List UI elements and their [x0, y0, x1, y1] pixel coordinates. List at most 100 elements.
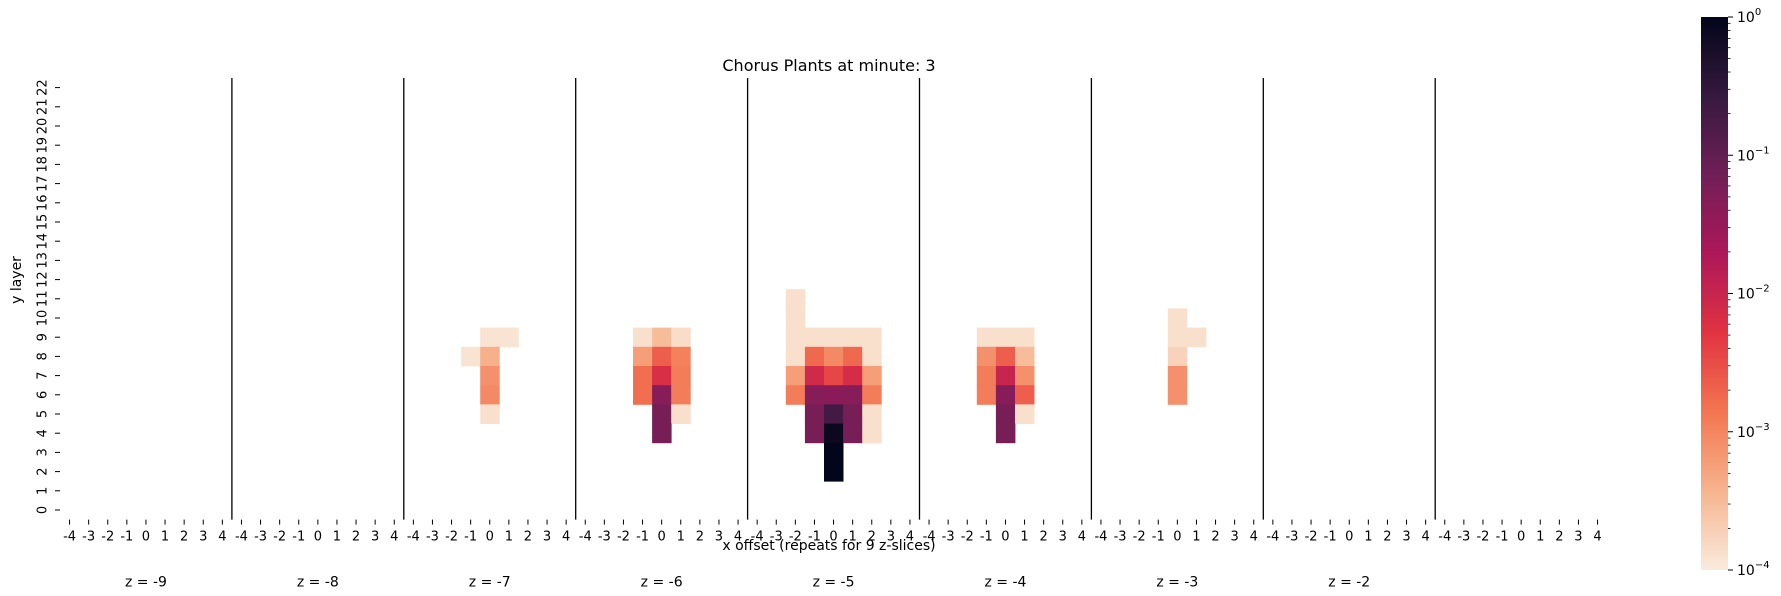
heatmap-cell — [633, 327, 653, 348]
heatmap-cell — [862, 366, 882, 386]
x-tick-label: 2 — [1040, 530, 1048, 545]
x-tick-label: -1 — [980, 530, 993, 545]
x-tick-label: -4 — [579, 530, 592, 545]
y-tick-label: 11 — [36, 291, 51, 308]
heatmap-cell — [824, 327, 844, 348]
x-tick-label: -3 — [82, 530, 95, 545]
heatmap-cell — [995, 404, 1016, 424]
x-tick-label: -2 — [961, 530, 974, 545]
x-tick-label: 0 — [1001, 530, 1009, 545]
heatmap-cell — [633, 366, 653, 386]
heatmap-cell — [652, 385, 672, 405]
x-tick-label: 2 — [180, 530, 188, 545]
x-tick-label: -2 — [101, 530, 114, 545]
heatmap-cell — [1186, 327, 1207, 348]
heatmap-cell — [843, 346, 863, 367]
x-tick-label: 2 — [1555, 530, 1563, 545]
x-tick-label: -2 — [1305, 530, 1318, 545]
y-tick-label: 3 — [36, 448, 51, 456]
x-tick-label: 1 — [1364, 530, 1372, 545]
y-tick-label: 1 — [36, 487, 51, 495]
heatmap-cell — [804, 404, 825, 424]
x-tick-label: 2 — [868, 530, 876, 545]
heatmap-cell — [995, 346, 1016, 367]
heatmap-cell — [1015, 366, 1035, 386]
x-tick-label: -4 — [1094, 530, 1107, 545]
heatmap-cell — [824, 366, 844, 386]
y-tick-label: 10 — [36, 310, 51, 327]
heatmap-cell — [1015, 385, 1035, 405]
y-tick-label: 5 — [36, 410, 51, 418]
heatmap-cell — [1167, 346, 1188, 367]
x-tick-label: -4 — [751, 530, 764, 545]
heatmap-cell — [1167, 366, 1188, 386]
x-tick-label: 2 — [1383, 530, 1391, 545]
x-tick-label: 0 — [1173, 530, 1181, 545]
heatmap-cell — [976, 327, 997, 348]
y-tick-label: 18 — [36, 156, 51, 173]
heatmap-cell — [671, 385, 691, 405]
y-tick-label: 4 — [36, 429, 51, 437]
x-tick-label: 1 — [1020, 530, 1028, 545]
x-tick-label: 0 — [1517, 530, 1525, 545]
x-tick-label: 3 — [543, 530, 551, 545]
x-tick-label: 0 — [1345, 530, 1353, 545]
z-slice-label: z = -4 — [984, 575, 1026, 591]
x-tick-label: -4 — [923, 530, 936, 545]
heatmap-cell — [1015, 404, 1035, 424]
heatmap-cell — [862, 423, 882, 444]
x-tick-label: 3 — [1231, 530, 1239, 545]
y-tick-label: 17 — [36, 175, 51, 192]
heatmap-cell — [480, 366, 500, 386]
heatmap-cell — [976, 346, 997, 367]
heatmap-cell — [824, 462, 844, 482]
heatmap-cell — [862, 385, 882, 405]
y-tick-label: 16 — [36, 195, 51, 212]
x-tick-label: -1 — [120, 530, 133, 545]
x-tick-label: -3 — [1114, 530, 1127, 545]
heatmap-cell — [843, 423, 863, 444]
x-tick-label: 3 — [371, 530, 379, 545]
y-tick-label: 0 — [36, 506, 51, 514]
heatmap-cell — [671, 366, 691, 386]
x-tick-label: 1 — [849, 530, 857, 545]
x-tick-label: 4 — [562, 530, 570, 545]
x-tick-label: 4 — [1078, 530, 1086, 545]
x-tick-label: -2 — [445, 530, 458, 545]
heatmap-cell — [995, 423, 1016, 444]
x-tick-label: -2 — [617, 530, 630, 545]
heatmap-cell — [652, 366, 672, 386]
heatmap-cell — [652, 423, 672, 444]
x-tick-label: -3 — [770, 530, 783, 545]
heatmap-cell — [633, 385, 653, 405]
x-tick-label: 0 — [658, 530, 666, 545]
y-tick-label: 14 — [36, 233, 51, 250]
colorbar-tick-label: 100 — [1737, 7, 1761, 26]
x-tick-label: -1 — [808, 530, 821, 545]
heatmap-cell — [1167, 327, 1188, 348]
heatmap-cell — [785, 346, 806, 367]
heatmap-cell — [480, 385, 500, 405]
y-tick-label: 6 — [36, 391, 51, 399]
chart-title: Chorus Plants at minute: 3 — [722, 56, 935, 75]
x-tick-label: -1 — [292, 530, 305, 545]
heatmap-cell — [652, 404, 672, 424]
heatmap-cell — [671, 404, 691, 424]
heatmap-cell — [480, 346, 500, 367]
heatmap-cell — [480, 404, 500, 424]
heatmap-cell — [1167, 308, 1188, 328]
x-tick-label: 1 — [333, 530, 341, 545]
x-tick-label: 4 — [390, 530, 398, 545]
heatmap-cell — [976, 385, 997, 405]
x-tick-label: -3 — [254, 530, 267, 545]
heatmap-cell — [804, 385, 825, 405]
heatmap-cell — [1167, 385, 1188, 405]
heatmap-cell — [843, 404, 863, 424]
heatmap-cell — [804, 423, 825, 444]
heatmap-cell — [995, 327, 1016, 348]
heatmap-cell — [862, 404, 882, 424]
x-tick-label: 3 — [199, 530, 207, 545]
z-slice-label: z = -5 — [813, 575, 855, 591]
